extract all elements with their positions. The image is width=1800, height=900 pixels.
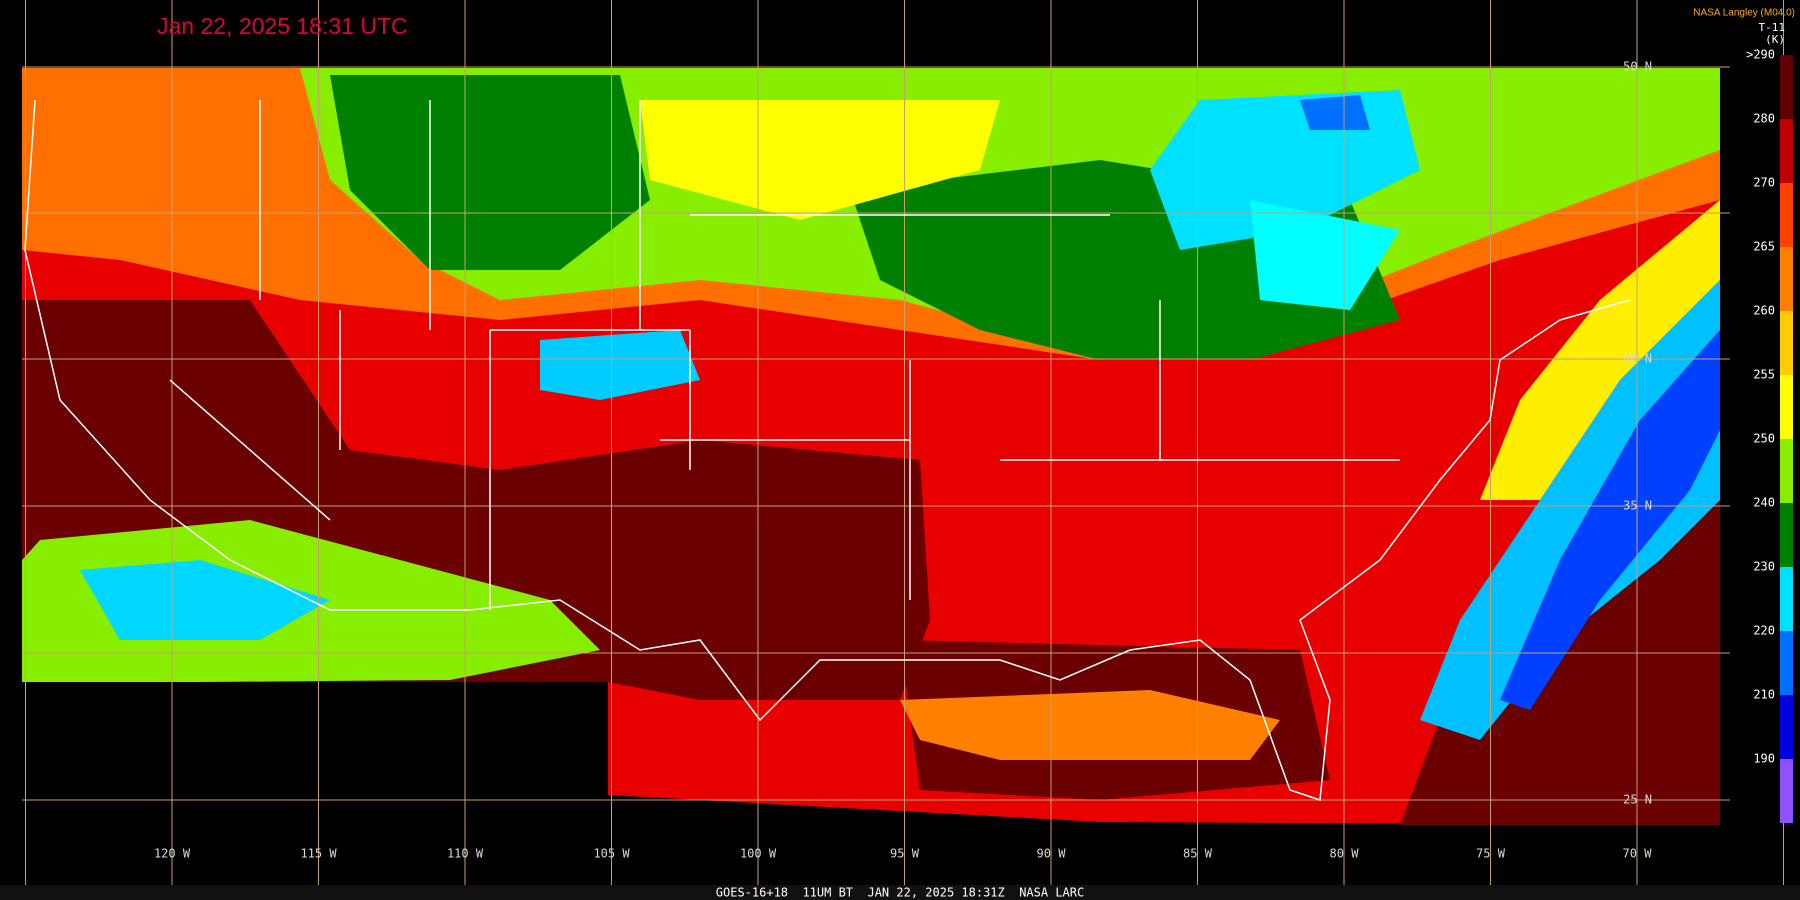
colorbar-label: 270 <box>1753 176 1775 190</box>
colorbar-segment <box>1780 631 1793 695</box>
colorbar-units: (K) <box>1765 33 1785 46</box>
colorbar-label: 230 <box>1753 560 1775 574</box>
colorbar-label: 260 <box>1753 304 1775 318</box>
colorbar-label: 265 <box>1753 240 1775 254</box>
imagery <box>22 68 1720 825</box>
latitude-label: 35 N <box>1623 499 1652 513</box>
colorbar-label: 240 <box>1753 496 1775 510</box>
colorbar-segment <box>1780 759 1793 823</box>
latitude-label: 40 N <box>1623 352 1652 366</box>
colorbar-label: 190 <box>1753 752 1775 766</box>
colorbar-label: 280 <box>1753 112 1775 126</box>
longitude-label: 80 W <box>1330 847 1360 861</box>
colorbar-segment <box>1780 119 1793 183</box>
state-borders <box>24 99 1631 802</box>
longitude-label: 85 W <box>1183 847 1213 861</box>
colorbar-segment <box>1780 375 1793 439</box>
colorbar-label: 210 <box>1753 688 1775 702</box>
colorbar: >290 280 270 265 260 255 250 240 230 220 210 190 <box>1746 48 1793 823</box>
credit: NASA Langley (M04.0) <box>1693 8 1795 19</box>
colorbar-label: 220 <box>1753 624 1775 638</box>
graticule <box>22 0 1784 885</box>
colorbar-label: >290 <box>1746 48 1775 62</box>
longitude-label: 110 W <box>447 847 484 861</box>
longitude-label: 105 W <box>593 847 630 861</box>
colorbar-segment <box>1780 247 1793 311</box>
latitude-label: 25 N <box>1623 793 1652 807</box>
colorbar-label: 255 <box>1753 368 1775 382</box>
colorbar-segment <box>1780 695 1793 759</box>
longitude-label: 115 W <box>300 847 337 861</box>
longitude-label: 70 W <box>1623 847 1653 861</box>
longitude-label: 100 W <box>740 847 777 861</box>
colorbar-segment <box>1780 439 1793 503</box>
timestamp: Jan 22, 2025 18:31 UTC <box>157 13 408 39</box>
latitude-label: 50 N <box>1623 60 1652 74</box>
longitude-label: 95 W <box>890 847 920 861</box>
longitude-label: 75 W <box>1476 847 1506 861</box>
colorbar-segment <box>1780 503 1793 567</box>
longitude-label: 120 W <box>154 847 191 861</box>
longitude-label: 90 W <box>1037 847 1067 861</box>
labels: 120 W 115 W 110 W 105 W 100 W 95 W 90 W 85 W 80 … <box>154 60 1652 861</box>
colorbar-segment <box>1780 311 1793 375</box>
footer: GOES-16+18 11UM BT JAN 22, 2025 18:31Z N… <box>716 886 1084 900</box>
colorbar-segment <box>1780 55 1793 119</box>
footer-bar <box>0 885 1800 900</box>
colorbar-segment <box>1780 567 1793 631</box>
colorbar-segment <box>1780 183 1793 247</box>
colorbar-label: 250 <box>1753 432 1775 446</box>
colorbar-title: T-11 <box>1759 21 1786 34</box>
